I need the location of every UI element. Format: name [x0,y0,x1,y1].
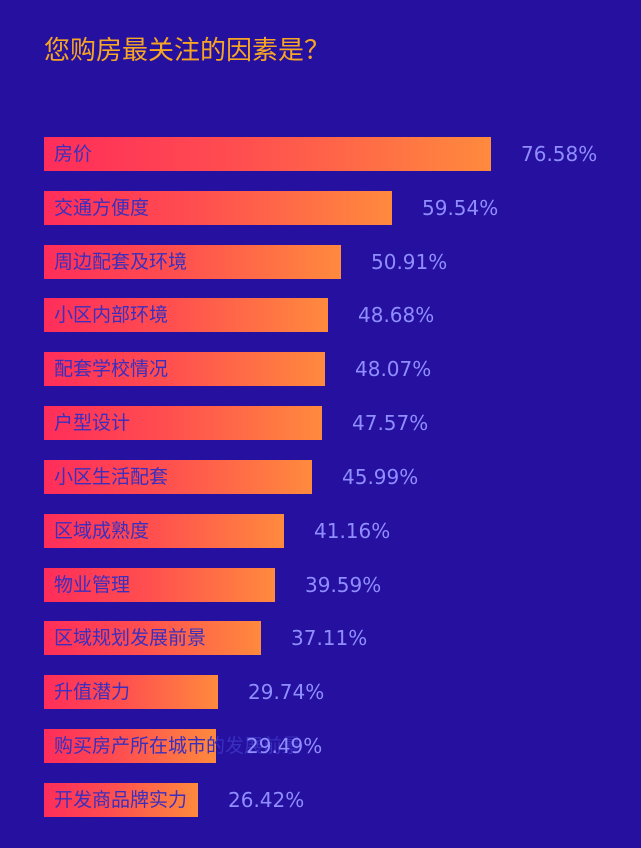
category-label: 周边配套及环境 [54,251,188,273]
chart-title: 您购房最关注的因素是？ [44,36,331,66]
category-label: 小区生活配套 [54,466,169,488]
value-label: 76.58% [521,142,598,166]
bar [44,406,322,440]
category-label: 开发商品牌实力 [54,789,188,811]
category-label: 配套学校情况 [54,358,169,380]
category-label: 户型设计 [54,412,131,434]
category-label: 升值潜力 [54,681,131,703]
value-label: 39.59% [305,573,382,597]
value-label: 47.57% [352,411,429,435]
value-label: 48.68% [358,303,435,327]
bar [44,352,325,386]
category-label: 区域规划发展前景 [54,627,207,649]
value-label: 41.16% [314,519,391,543]
value-label: 37.11% [291,626,368,650]
bar [44,514,284,548]
category-label: 交通方便度 [54,197,150,219]
bar [44,460,312,494]
category-label: 房价 [54,143,93,165]
bar [44,783,198,817]
bar [44,729,216,763]
category-label: 小区内部环境 [54,304,169,326]
bar [44,298,328,332]
value-label: 26.42% [228,788,305,812]
bar [44,568,275,602]
value-label: 29.74% [248,680,325,704]
bar [44,245,341,279]
category-label: 物业管理 [54,574,131,596]
value-label: 50.91% [371,250,448,274]
value-label: 59.54% [422,196,499,220]
value-label: 48.07% [355,357,432,381]
value-label: 45.99% [342,465,419,489]
value-label: 29.49% [246,734,323,758]
category-label: 购买房产所在城市的发展前景 [54,735,302,757]
bar [44,137,491,171]
bar [44,675,218,709]
bar [44,191,392,225]
bar [44,621,261,655]
category-label: 区域成熟度 [54,520,150,542]
